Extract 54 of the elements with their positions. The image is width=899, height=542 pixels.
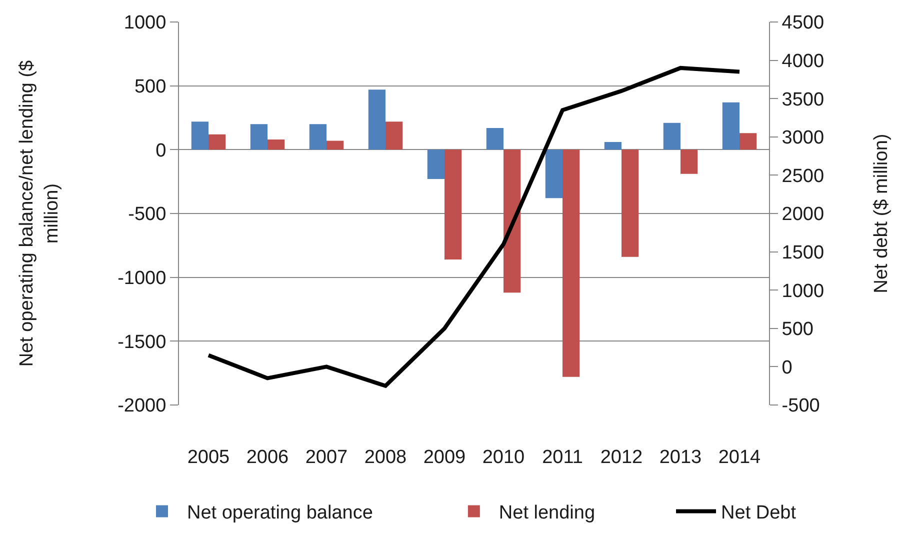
y2-tick-label: 2500 bbox=[782, 166, 824, 187]
y-tick-label: -1500 bbox=[118, 332, 166, 353]
y-tick-label: -2000 bbox=[118, 396, 166, 417]
y2-tick-label: 4000 bbox=[782, 50, 824, 72]
x-tick-label: 2013 bbox=[659, 447, 702, 468]
y-tick-label: 1000 bbox=[124, 12, 166, 34]
y-tick-label: 500 bbox=[134, 76, 166, 98]
y-tick-label: 0 bbox=[156, 140, 166, 162]
y2-tick-label: 1500 bbox=[782, 242, 824, 264]
x-tick-label: 2006 bbox=[246, 447, 289, 468]
legend-label: Net Debt bbox=[721, 502, 797, 524]
bar bbox=[722, 102, 740, 150]
x-tick-label: 2007 bbox=[305, 447, 348, 468]
bar bbox=[663, 122, 680, 150]
y-tick-label: -1000 bbox=[118, 268, 166, 289]
bar bbox=[604, 142, 622, 150]
bar bbox=[368, 90, 386, 150]
y-tick-label: -500 bbox=[128, 204, 166, 226]
x-tick-label: 2008 bbox=[364, 447, 407, 468]
bar bbox=[486, 128, 504, 150]
bar bbox=[680, 150, 698, 174]
bar bbox=[309, 124, 326, 150]
y2-tick-label: 500 bbox=[782, 319, 814, 340]
bar bbox=[740, 133, 757, 150]
y2-tick-label: 3500 bbox=[782, 89, 824, 110]
legend-label: Net lending bbox=[498, 502, 596, 524]
line-series bbox=[206, 66, 742, 388]
y2-tick-label: 3000 bbox=[782, 128, 824, 149]
x-tick-label: 2012 bbox=[600, 447, 643, 468]
y2-tick-label: 1000 bbox=[782, 280, 824, 302]
bar bbox=[562, 150, 580, 377]
y2-axis-title: Net debt ($ million) bbox=[870, 134, 892, 294]
y2-tick-label: -500 bbox=[782, 396, 820, 417]
x-tick-label: 2011 bbox=[542, 447, 583, 468]
y2-tick-label: 2000 bbox=[782, 204, 824, 226]
x-tick-label: 2010 bbox=[482, 447, 525, 468]
y-axis-title: Net operating balance/net lending ($ million) bbox=[16, 60, 62, 367]
bar bbox=[268, 139, 285, 150]
bar bbox=[622, 150, 639, 257]
x-tick-label: 2005 bbox=[187, 447, 230, 468]
x-tick-label: 2009 bbox=[423, 447, 466, 468]
bar bbox=[386, 122, 403, 150]
y2-tick-label: 0 bbox=[782, 357, 792, 378]
bar bbox=[208, 134, 226, 150]
bar bbox=[444, 150, 462, 260]
bar bbox=[545, 150, 562, 198]
bar bbox=[250, 124, 268, 150]
x-tick-label: 2014 bbox=[718, 447, 762, 468]
bar bbox=[191, 122, 208, 150]
legend-label: Net operating balance bbox=[186, 502, 373, 524]
bar bbox=[326, 140, 344, 150]
bar bbox=[504, 150, 521, 293]
bar bbox=[427, 150, 444, 180]
y2-tick-label: 4500 bbox=[782, 12, 824, 34]
